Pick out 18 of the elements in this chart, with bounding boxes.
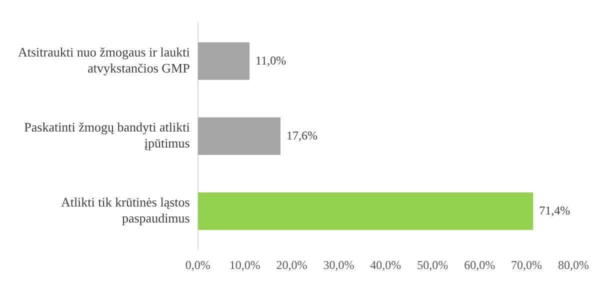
data-label: 71,4% [539, 203, 570, 218]
y-tick-label: Atsitraukti nuo žmogaus ir laukti atvykstančios GMP [18, 44, 190, 76]
x-tick-label: 0,0% [185, 258, 210, 272]
x-tick-label: 70,0% [511, 258, 542, 272]
x-tick-label: 40,0% [370, 258, 402, 272]
x-tick-label: 20,0% [276, 258, 308, 272]
data-label: 17,6% [286, 128, 318, 142]
x-tick-label: 60,0% [464, 258, 496, 272]
data-label: 11,0% [256, 53, 286, 68]
bar [198, 42, 250, 80]
x-tick-label: 80,0% [558, 258, 589, 272]
x-tick-label: 50,0% [417, 258, 448, 272]
y-tick-label: Paskatinti žmogų bandyti atlikti įpūtimus [24, 120, 190, 150]
bar [198, 117, 281, 155]
x-tick-label: 30,0% [323, 258, 354, 272]
x-tick-label: 10,0% [229, 258, 260, 272]
bar [198, 192, 534, 230]
y-tick-label: Atlikti tik krūtinės ląstos paspaudimus [60, 194, 190, 226]
